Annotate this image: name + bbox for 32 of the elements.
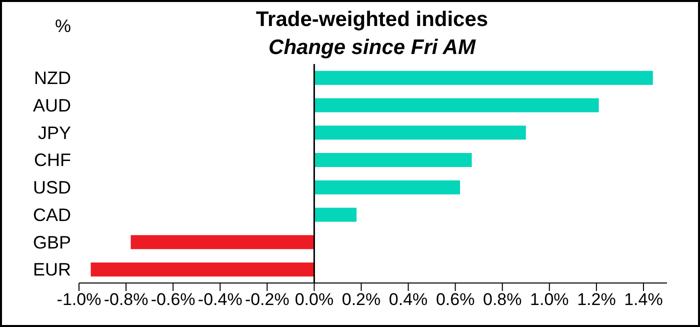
x-tick-label: 1.0%	[530, 290, 569, 310]
y-tick-label: GBP	[32, 232, 71, 252]
bar	[314, 126, 526, 140]
x-tick-label: -0.2%	[244, 290, 290, 310]
y-tick-label: AUD	[32, 95, 71, 116]
x-tick-label: 1.4%	[624, 290, 663, 310]
x-tick-label: 0.4%	[388, 290, 428, 310]
y-tick-label: USD	[32, 178, 71, 198]
x-tick-label: 0.8%	[482, 290, 522, 310]
bar	[314, 152, 472, 167]
y-tick-label: NZD	[34, 68, 71, 88]
y-axis-title: %	[55, 16, 72, 37]
bar	[314, 208, 357, 222]
x-tick-label: -0.6%	[150, 290, 196, 310]
y-tick-label: CAD	[32, 204, 71, 225]
y-tick-label: EUR	[32, 260, 71, 280]
y-tick-label: JPY	[38, 122, 71, 143]
bar	[130, 235, 314, 250]
bar	[314, 98, 599, 112]
x-tick-label: 0.6%	[436, 290, 475, 310]
x-tick-label: -1.0%	[56, 290, 102, 310]
x-tick-label: -0.8%	[104, 290, 148, 310]
bar	[314, 180, 460, 194]
bar	[90, 262, 314, 276]
x-tick-label: 0.2%	[342, 290, 381, 310]
x-tick-label: -0.4%	[198, 290, 242, 310]
y-tick-label: CHF	[34, 150, 71, 170]
chart-title: Trade-weighted indices	[254, 8, 490, 32]
x-tick-label: 1.2%	[577, 290, 616, 310]
chart-subtitle: Change since Fri AM	[268, 36, 477, 60]
bar	[314, 70, 653, 85]
x-tick-label: 0.0%	[294, 290, 334, 310]
